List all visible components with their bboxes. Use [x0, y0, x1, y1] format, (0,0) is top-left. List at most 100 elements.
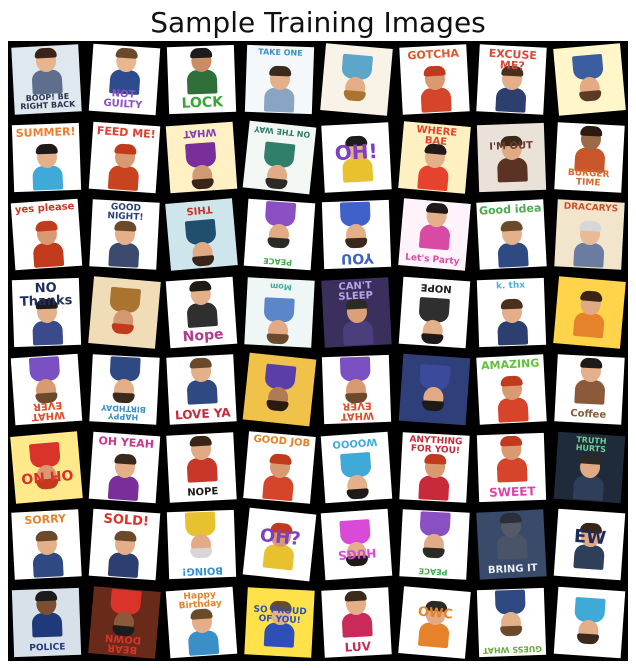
- sticker-image: FEED ME!: [88, 121, 160, 193]
- thumbnail-cell: OWC: [395, 583, 473, 661]
- avatar-figure: [184, 357, 218, 405]
- avatar-body: [417, 296, 450, 323]
- avatar-figure: [30, 530, 64, 578]
- avatar-hair: [265, 332, 289, 345]
- avatar-figure: [184, 279, 219, 328]
- sticker-image: Happy Birthday: [165, 586, 238, 658]
- sticker-image: [320, 43, 393, 116]
- avatar-figure: [495, 375, 529, 423]
- sticker-image: GOTCHA: [398, 44, 470, 115]
- thumbnail-cell: BOOP! BE RIGHT BACK: [8, 41, 86, 119]
- avatar-figure: [417, 511, 451, 559]
- thumbnail-cell: Let's Party: [395, 196, 473, 274]
- sticker-image: OH NO: [10, 430, 83, 504]
- thumbnail-cell: BOING!: [163, 506, 241, 584]
- thumbnail-cell: BURGER TIME: [550, 118, 628, 196]
- sticker-image: SOLD!: [88, 508, 160, 581]
- avatar-hair: [111, 392, 135, 404]
- sticker-image: Nope: [165, 276, 238, 348]
- sticker-image: NOPE: [398, 276, 470, 348]
- sticker-caption: OH YEAH: [97, 433, 154, 451]
- avatar-body: [184, 511, 216, 537]
- sticker-image: SWEET: [476, 432, 547, 502]
- avatar-figure: [184, 141, 219, 190]
- sticker-caption: WOOOO: [331, 435, 378, 450]
- sticker-caption: FEED ME!: [95, 123, 156, 141]
- sticker-caption: OH NO: [20, 465, 74, 486]
- sticker-image: LOCK: [166, 44, 237, 115]
- avatar-hair: [421, 547, 445, 559]
- avatar-body: [262, 140, 295, 168]
- sticker-caption: LOCK: [181, 94, 224, 112]
- avatar-body: [419, 87, 452, 113]
- avatar-figure: [495, 435, 529, 482]
- thumbnail-cell: [550, 583, 628, 661]
- avatar-figure: [572, 220, 606, 268]
- sticker-caption: Coffee: [569, 408, 606, 421]
- sticker-caption: OWC: [416, 604, 453, 623]
- sticker-caption: POLICE: [29, 641, 66, 654]
- avatar-hair: [191, 255, 215, 267]
- sticker-caption: GUESS WHAT: [482, 643, 543, 655]
- sticker-image: Good idea: [476, 199, 547, 270]
- thumbnail-cell: [85, 273, 163, 351]
- sticker-caption: I'M OUT: [489, 139, 534, 153]
- thumbnail-cell: [550, 41, 628, 119]
- avatar-figure: [417, 452, 451, 501]
- avatar-hair: [188, 279, 212, 292]
- sticker-caption: NOPE: [187, 485, 219, 499]
- sticker-image: DRACARYS: [553, 199, 625, 270]
- avatar-hair: [578, 90, 602, 102]
- thumbnail-cell: Coffee: [550, 351, 628, 429]
- avatar-body: [261, 474, 294, 501]
- avatar-hair: [422, 65, 446, 77]
- avatar-figure: [494, 589, 528, 636]
- thumbnail-cell: SORRY: [8, 506, 86, 584]
- avatar-body: [107, 242, 140, 268]
- avatar-hair: [34, 47, 57, 59]
- thumbnail-cell: HAPPY BIRTHDAY: [85, 351, 163, 429]
- sticker-caption: ON THE WAY: [253, 123, 311, 139]
- avatar-hair: [189, 357, 212, 369]
- avatar-hair: [115, 47, 138, 59]
- avatar-figure: [30, 590, 64, 637]
- avatar-body: [573, 379, 605, 405]
- thumbnail-cell: EW: [550, 506, 628, 584]
- avatar-body: [497, 319, 529, 345]
- sticker-image: LUV: [321, 586, 392, 658]
- sticker-caption: AMAZING: [480, 356, 540, 373]
- avatar-body: [107, 551, 139, 579]
- sticker-caption: Good idea: [478, 201, 542, 218]
- thumbnail-cell: OH NO: [8, 428, 86, 506]
- avatar-body: [573, 596, 606, 623]
- avatar-hair: [499, 435, 523, 446]
- thumbnail-cell: SWEET: [473, 428, 551, 506]
- sticker-image: NOT GUILTY: [88, 43, 160, 116]
- thumbnail-cell: ON THE WAY: [240, 118, 318, 196]
- avatar-hair: [35, 530, 58, 542]
- avatar-body: [341, 611, 373, 638]
- avatar-figure: [28, 356, 63, 404]
- avatar-body: [496, 456, 528, 482]
- sticker-caption: WHAT EVER: [340, 399, 375, 422]
- avatar-body: [186, 301, 218, 328]
- avatar-body: [416, 164, 449, 191]
- thumbnail-cell: THIS: [163, 196, 241, 274]
- avatar-hair: [500, 375, 523, 387]
- thumbnail-cell: HUGS: [318, 506, 396, 584]
- sticker-image: PEACE: [243, 198, 315, 271]
- avatar-body: [32, 319, 64, 345]
- avatar-body: [494, 589, 526, 615]
- thumbnail-cell: GUESS WHAT: [473, 583, 551, 661]
- avatar-body: [263, 87, 295, 113]
- avatar-figure: [106, 452, 141, 501]
- sticker-image: EXCUSE ME?: [476, 44, 547, 115]
- avatar-body: [417, 621, 450, 648]
- sticker-image: I'M OUT: [476, 122, 547, 192]
- avatar-hair: [113, 452, 137, 465]
- avatar-hair: [35, 220, 58, 232]
- avatar-hair: [266, 237, 290, 249]
- sticker-image: LOVE YA: [166, 354, 237, 425]
- sticker-caption: NOT GUILTY: [102, 88, 142, 112]
- sticker-caption: OH!: [334, 138, 379, 165]
